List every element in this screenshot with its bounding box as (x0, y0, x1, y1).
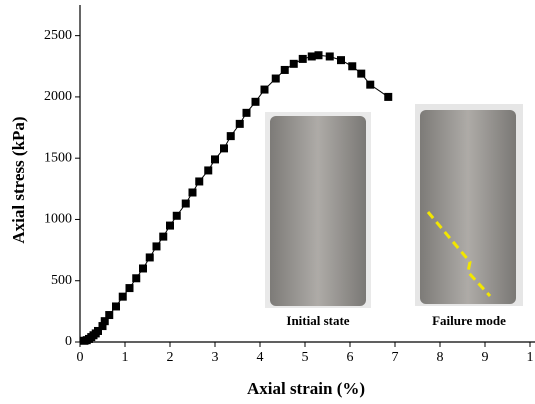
chart: Initial state Failure mode Axial strain … (0, 0, 535, 404)
data-point (146, 253, 154, 261)
inset-photo-initial (265, 112, 371, 308)
data-point (272, 75, 280, 83)
data-point (105, 311, 113, 319)
data-point (211, 155, 219, 163)
data-point (132, 274, 140, 282)
data-point (119, 293, 127, 301)
data-point (189, 188, 197, 196)
x-tick-label: 4 (257, 350, 264, 365)
data-point (112, 302, 120, 310)
x-tick-label: 1 (122, 350, 129, 365)
data-point (195, 177, 203, 185)
x-tick-label: 9 (482, 350, 489, 365)
x-tick-label: 0 (77, 350, 84, 365)
y-tick-label: 1000 (44, 212, 72, 227)
data-point (227, 132, 235, 140)
data-point (159, 233, 167, 241)
data-point (173, 212, 181, 220)
data-point (243, 109, 251, 117)
data-point (204, 166, 212, 174)
x-tick-label: 2 (167, 350, 174, 365)
data-point (220, 144, 228, 152)
y-tick-label: 2500 (44, 28, 72, 43)
x-axis-label: Axial strain (%) (247, 379, 365, 398)
data-point (337, 56, 345, 64)
data-point (315, 51, 323, 59)
data-point (357, 70, 365, 78)
x-tick-label: 5 (302, 350, 309, 365)
data-point (236, 120, 244, 128)
x-tick-label: 1 (527, 350, 534, 365)
x-tick-label: 6 (347, 350, 354, 365)
y-tick-label: 500 (51, 273, 72, 288)
data-point (290, 60, 298, 68)
x-tick-label: 7 (392, 350, 399, 365)
x-tick-label: 3 (212, 350, 219, 365)
page: Initial state Failure mode Axial strain … (0, 0, 535, 404)
data-point (326, 52, 334, 60)
inset-caption: Failure mode (432, 313, 506, 328)
y-tick-label: 1500 (44, 150, 72, 165)
data-point (366, 81, 374, 89)
data-point (182, 200, 190, 208)
data-point (139, 264, 147, 272)
data-point (126, 284, 134, 292)
data-point (299, 55, 307, 63)
x-tick-label: 8 (437, 350, 444, 365)
data-point (348, 62, 356, 70)
data-point (166, 222, 174, 230)
data-point (281, 66, 289, 74)
data-point (252, 98, 260, 106)
y-tick-label: 2000 (44, 89, 72, 104)
data-point (153, 242, 161, 250)
data-point (261, 86, 269, 94)
specimen (420, 110, 516, 304)
inset-photo-failure (415, 104, 523, 306)
y-tick-label: 0 (65, 334, 72, 349)
specimen (270, 116, 366, 306)
data-point (384, 93, 392, 101)
y-axis-label: Axial stress (kPa) (9, 116, 28, 243)
inset-caption: Initial state (286, 313, 349, 328)
